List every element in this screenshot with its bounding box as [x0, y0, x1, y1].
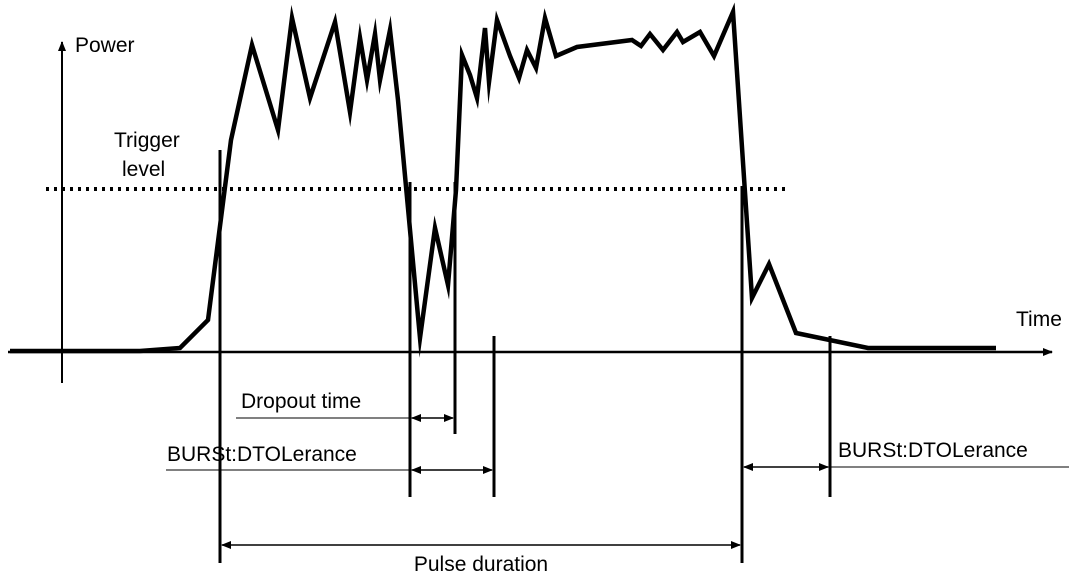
tolerance-left-label: BURSt:DTOLerance: [167, 443, 357, 466]
pulse-duration-label: Pulse duration: [414, 553, 548, 575]
time-axis-label: Time: [1016, 308, 1062, 331]
tolerance-right-label: BURSt:DTOLerance: [838, 439, 1028, 462]
power-axis-label: Power: [75, 34, 135, 57]
dropout-time-label: Dropout time: [241, 390, 361, 413]
trigger-level-label-line1: Trigger: [114, 129, 180, 152]
power-signal-trace: [10, 2, 996, 358]
trigger-level-label-line2: level: [122, 158, 165, 181]
